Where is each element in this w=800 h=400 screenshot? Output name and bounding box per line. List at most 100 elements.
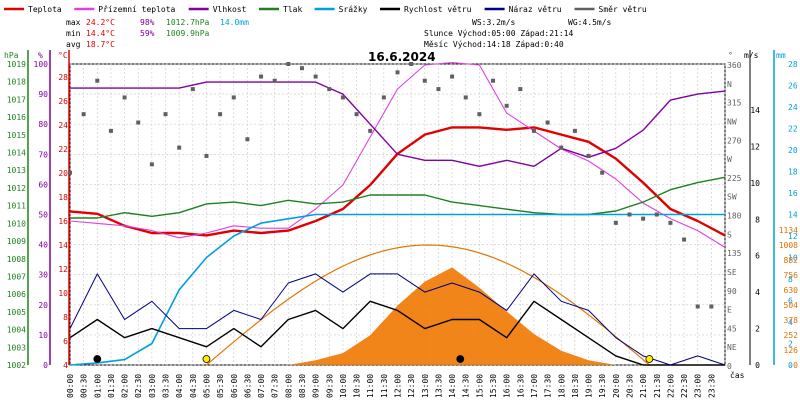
mm-tick-label: 6 — [788, 297, 793, 306]
wind-direction-point — [190, 87, 195, 92]
wind-direction-point — [572, 128, 577, 133]
series-line-prizemni-teplota — [69, 62, 726, 248]
wind-direction-point — [559, 145, 564, 150]
time-tick-label: 23:00 — [694, 374, 703, 398]
radiation-tick-label: 756 — [784, 271, 799, 280]
deg-tick-label: N — [727, 80, 732, 89]
wind-direction-point — [518, 87, 523, 92]
time-tick-label: 08:30 — [298, 374, 307, 398]
ms-tick-label: 12 — [750, 142, 760, 151]
stats-wg: WG:4.5m/s — [568, 18, 612, 27]
pct-tick-label: 100 — [34, 60, 49, 69]
deg-tick-label: NW — [727, 117, 737, 126]
deg-tick-label: SE — [727, 268, 737, 277]
sunset-marker — [645, 355, 654, 363]
pct-tick-label: 10 — [38, 331, 48, 340]
temp-tick-label: 10 — [58, 289, 68, 298]
pct-axis-label: % — [38, 51, 43, 60]
mm-tick-label: 0 — [788, 361, 793, 370]
wind-direction-point — [218, 112, 223, 117]
time-tick-label: 03:30 — [162, 374, 171, 398]
mm-axis-label: mm — [776, 51, 786, 60]
radiation-tick-label: 504 — [784, 301, 799, 310]
wind-direction-point — [613, 220, 618, 225]
solar-theoretical-curve — [206, 244, 650, 366]
temp-tick-label: 24 — [58, 121, 68, 130]
wind-direction-point — [682, 237, 687, 242]
time-tick-label: 00:00 — [66, 374, 75, 398]
ms-axis-label: m/s — [744, 51, 759, 60]
wind-direction-point — [122, 95, 127, 100]
time-tick-label: 04:00 — [175, 374, 184, 398]
wind-direction-point — [327, 87, 332, 92]
wind-direction-point — [149, 162, 154, 167]
stats-ws: WS:3.2m/s — [472, 18, 516, 27]
ms-tick-label: 6 — [755, 252, 760, 261]
wind-direction-point — [641, 216, 646, 221]
time-tick-label: 23:30 — [707, 374, 716, 398]
time-tick-label: 13:00 — [421, 374, 430, 398]
wind-direction-point — [81, 112, 86, 117]
wind-direction-point — [368, 128, 373, 133]
stats-max-label: max — [66, 18, 81, 27]
wind-direction-point — [450, 74, 455, 79]
time-tick-label: 15:00 — [475, 374, 484, 398]
radiation-tick-label: 630 — [784, 286, 799, 295]
temp-tick-label: 20 — [58, 169, 68, 178]
hpa-tick-label: 1012 — [7, 184, 26, 193]
time-tick-label: 20:00 — [612, 374, 621, 398]
pct-tick-label: 20 — [38, 301, 48, 310]
mm-tick-label: 12 — [788, 232, 798, 241]
deg-tick-label: 315 — [727, 99, 742, 108]
legend-label-vlhkost: Vlhkost — [213, 5, 247, 14]
wind-direction-point — [491, 78, 496, 83]
mm-tick-label: 16 — [788, 189, 798, 198]
temp-tick-label: 22 — [58, 145, 68, 154]
stats-min-temp: 14.4°C — [86, 29, 115, 38]
wind-direction-point — [204, 153, 209, 158]
wind-direction-point — [709, 304, 714, 309]
wind-direction-point — [504, 103, 509, 108]
hpa-axis-label: hPa — [4, 51, 19, 60]
temp-tick-label: 28 — [58, 73, 68, 82]
pct-tick-label: 50 — [38, 211, 48, 220]
deg-tick-label: 180 — [727, 212, 742, 221]
deg-tick-label: E — [727, 306, 732, 315]
ms-tick-label: 14 — [750, 106, 760, 115]
hpa-tick-label: 1004 — [7, 326, 26, 335]
time-tick-label: 14:00 — [448, 374, 457, 398]
pct-tick-label: 80 — [38, 120, 48, 129]
stats-max-rain: 14.0mm — [220, 18, 249, 27]
time-tick-label: 08:00 — [284, 374, 293, 398]
series-line-srazky — [69, 213, 725, 366]
radiation-tick-label: 1008 — [779, 241, 798, 250]
wind-direction-point — [259, 74, 264, 79]
deg-tick-label: NE — [727, 343, 737, 352]
wind-direction-point — [586, 153, 591, 158]
time-tick-label: 12:00 — [394, 374, 403, 398]
time-tick-label: 18:00 — [557, 374, 566, 398]
time-tick-label: 01:30 — [107, 374, 116, 398]
sunrise-marker — [202, 355, 211, 363]
time-tick-label: 19:30 — [598, 374, 607, 398]
temp-tick-label: 26 — [58, 97, 68, 106]
time-axis-label: čas — [730, 370, 745, 380]
stats-max-temp: 24.2°C — [86, 18, 115, 27]
hpa-tick-label: 1008 — [7, 255, 26, 264]
time-tick-label: 04:30 — [189, 374, 198, 398]
wind-direction-point — [136, 120, 141, 125]
hpa-tick-label: 1018 — [7, 78, 26, 87]
stats-min-hum: 59% — [140, 29, 155, 38]
wind-direction-point — [545, 120, 550, 125]
radiation-tick-label: 252 — [784, 331, 799, 340]
mm-tick-label: 18 — [788, 168, 798, 177]
wind-direction-point — [627, 212, 632, 217]
time-tick-label: 21:00 — [639, 374, 648, 398]
wind-direction-point — [231, 95, 236, 100]
legend-label-naraz-vetru: Náraz větru — [509, 5, 562, 14]
time-tick-label: 06:30 — [243, 374, 252, 398]
series-line-vlhkost — [70, 81, 726, 167]
hpa-tick-label: 1003 — [7, 343, 26, 352]
hpa-tick-label: 1017 — [7, 95, 26, 104]
